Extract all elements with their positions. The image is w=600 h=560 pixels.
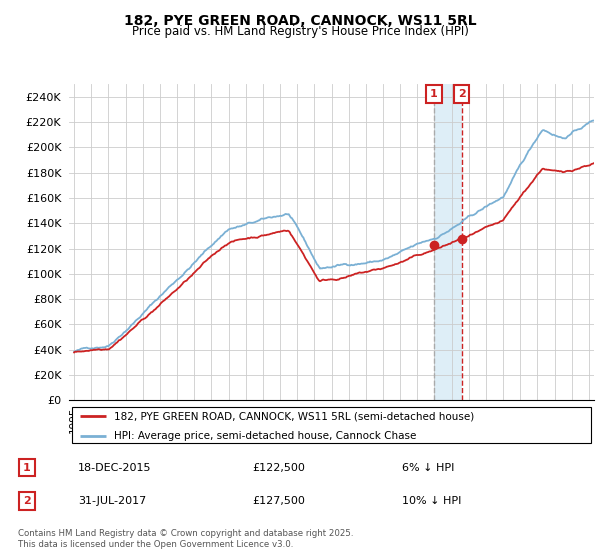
Bar bbox=[434, 84, 461, 400]
Text: 1: 1 bbox=[430, 89, 437, 99]
Text: £122,500: £122,500 bbox=[252, 463, 305, 473]
Text: 10% ↓ HPI: 10% ↓ HPI bbox=[402, 496, 461, 506]
Text: HPI: Average price, semi-detached house, Cannock Chase: HPI: Average price, semi-detached house,… bbox=[113, 431, 416, 441]
FancyBboxPatch shape bbox=[71, 407, 592, 443]
Text: 2: 2 bbox=[23, 496, 31, 506]
Text: 182, PYE GREEN ROAD, CANNOCK, WS11 5RL (semi-detached house): 182, PYE GREEN ROAD, CANNOCK, WS11 5RL (… bbox=[113, 411, 474, 421]
Text: Price paid vs. HM Land Registry's House Price Index (HPI): Price paid vs. HM Land Registry's House … bbox=[131, 25, 469, 38]
Text: 6% ↓ HPI: 6% ↓ HPI bbox=[402, 463, 454, 473]
Text: 2: 2 bbox=[458, 89, 466, 99]
Text: Contains HM Land Registry data © Crown copyright and database right 2025.
This d: Contains HM Land Registry data © Crown c… bbox=[18, 529, 353, 549]
Text: 31-JUL-2017: 31-JUL-2017 bbox=[78, 496, 146, 506]
Text: £127,500: £127,500 bbox=[252, 496, 305, 506]
Text: 182, PYE GREEN ROAD, CANNOCK, WS11 5RL: 182, PYE GREEN ROAD, CANNOCK, WS11 5RL bbox=[124, 14, 476, 28]
Text: 18-DEC-2015: 18-DEC-2015 bbox=[78, 463, 151, 473]
Text: 1: 1 bbox=[23, 463, 31, 473]
